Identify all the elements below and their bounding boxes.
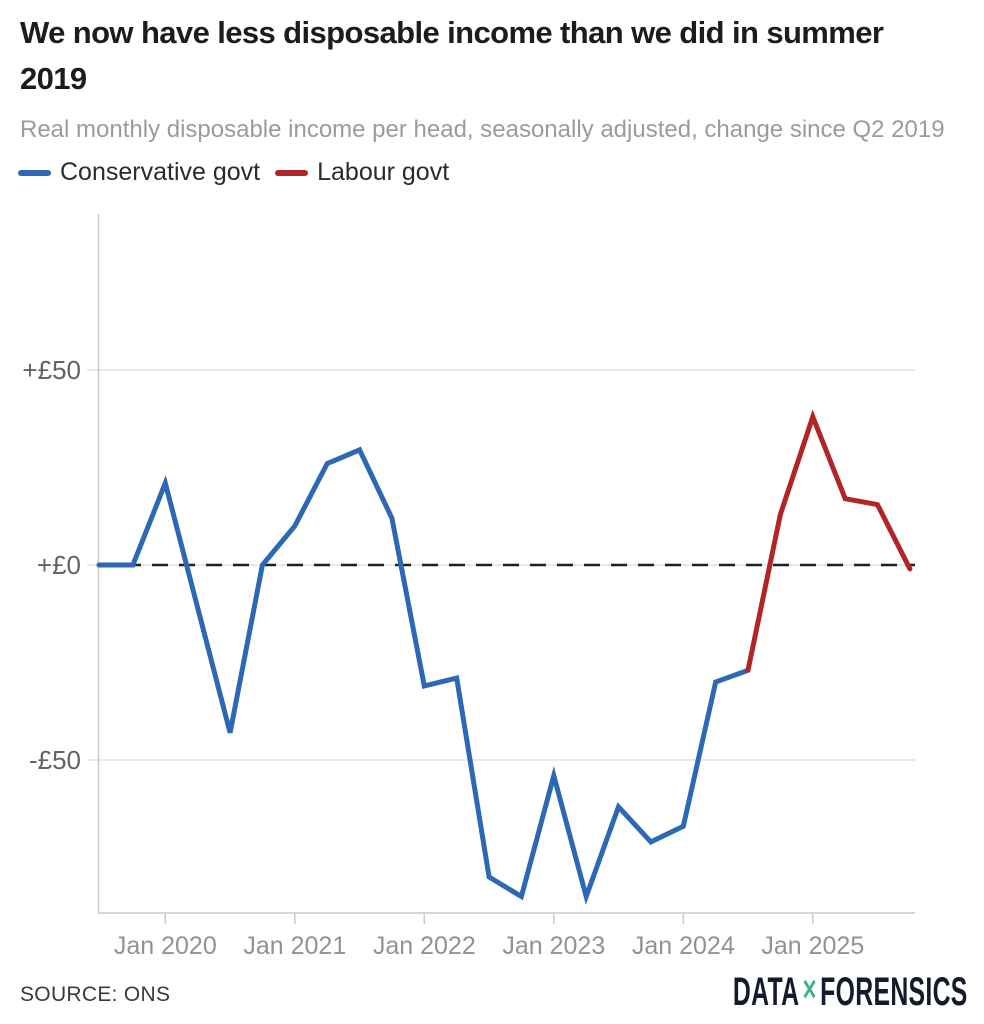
legend-label-labour: Labour govt xyxy=(317,158,450,186)
x-axis-tick-label: Jan 2023 xyxy=(502,932,605,960)
logo-word-forensics: FORENSICS xyxy=(820,970,968,1014)
x-axis-tick-label: Jan 2020 xyxy=(114,932,217,960)
labour-govt-line xyxy=(745,409,913,673)
legend-item-labour: Labour govt xyxy=(275,158,449,187)
y-axis-tick-label: +£0 xyxy=(37,550,81,580)
logo-word-data: DATA xyxy=(733,970,800,1014)
conservative-govt-line xyxy=(96,446,751,905)
logo-x-icon: ✕ xyxy=(802,974,819,1007)
legend-item-conservative: Conservative govt xyxy=(18,158,260,187)
x-axis-tick-label: Jan 2021 xyxy=(243,932,346,960)
chart-legend: Conservative govt Labour govt xyxy=(18,158,449,187)
title-line-1: We now have less disposable income than … xyxy=(20,15,884,50)
x-axis-tick-label: Jan 2025 xyxy=(761,932,864,960)
x-axis-tick-label: Jan 2024 xyxy=(632,932,735,960)
x-axis-tick-label: Jan 2022 xyxy=(373,932,476,960)
source-label: SOURCE: ONS xyxy=(20,983,171,1006)
y-axis-tick-label: +£50 xyxy=(22,355,81,385)
data-forensics-logo: DATA ✕ FORENSICS xyxy=(733,972,968,1012)
chart-subtitle: Real monthly disposable income per head,… xyxy=(20,116,945,143)
conservative-line-swatch xyxy=(18,169,51,176)
legend-label-conservative: Conservative govt xyxy=(60,158,261,186)
labour-line-swatch xyxy=(275,169,309,176)
page-title: We now have less disposable income than … xyxy=(20,10,884,102)
y-axis-tick-label: -£50 xyxy=(29,745,81,775)
title-line-2: 2019 xyxy=(20,61,87,96)
